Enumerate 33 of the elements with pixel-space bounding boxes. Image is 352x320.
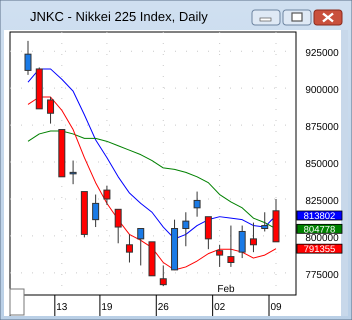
candlestick <box>160 264 167 287</box>
candlestick <box>114 208 122 244</box>
candlestick <box>182 212 190 247</box>
annotation: Feb <box>217 284 236 295</box>
x-tick-label: 26 <box>158 302 170 313</box>
x-tick-label: 13 <box>56 302 68 313</box>
candlestick <box>103 185 110 206</box>
candlestick <box>238 225 246 259</box>
candlestick <box>194 191 201 218</box>
candlestick <box>261 212 268 232</box>
chart-title: JNKC - Nikkei 225 Index, Daily <box>30 9 208 24</box>
y-tick-label: 825000 <box>305 196 340 207</box>
candlestick <box>70 160 77 185</box>
y-tick-label: 850000 <box>305 159 340 170</box>
candlestick <box>92 194 100 228</box>
y2-tick-label: 791355 <box>304 244 336 256</box>
y-tick-label: 875000 <box>305 122 340 134</box>
x-tick-label: 19 <box>101 302 113 313</box>
y-tick-label: 775000 <box>305 270 340 281</box>
candlestick <box>227 225 234 268</box>
y2-tick-label: 804778 <box>304 224 336 236</box>
y-tick-label: 900000 <box>305 85 340 96</box>
candlestick <box>126 234 133 263</box>
y2-tick-label: 813802 <box>304 211 336 222</box>
y-tick-label: 800000 <box>305 232 340 244</box>
x-tick-label: 02 <box>214 302 226 313</box>
candlestick <box>250 222 257 253</box>
candlestick <box>216 244 224 268</box>
candlestick <box>137 228 144 266</box>
x-tick-label: 09 <box>270 302 282 313</box>
candlestick <box>204 216 212 250</box>
candlestick <box>24 40 32 76</box>
y-tick-label: 925000 <box>305 48 340 60</box>
